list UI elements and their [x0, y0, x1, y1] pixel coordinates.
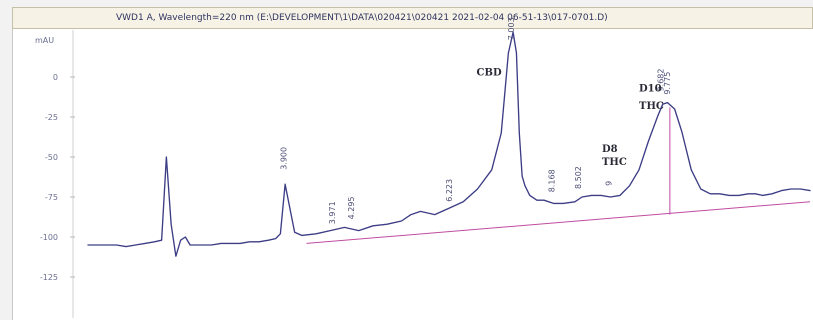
peak-retention-label: 6.223: [445, 179, 454, 202]
compound-label: D10: [639, 83, 662, 94]
peak-retention-label: 9: [604, 181, 613, 186]
compound-label: THC: [639, 101, 664, 112]
y-tick-label: -50: [45, 153, 58, 162]
peak-retention-label: 8.502: [574, 166, 583, 189]
compound-label: CBD: [477, 67, 502, 78]
y-tick-label: -125: [40, 273, 58, 282]
peak-retention-label: 4.295: [347, 196, 356, 219]
peak-retention-label: 8.168: [547, 169, 556, 192]
peak-labels: 3.900 3.971 4.295 6.223 7.003 8.168 8.502 9 9.68…: [280, 17, 672, 224]
y-tick-label: -25: [45, 113, 58, 122]
peak-retention-label: 3.971: [328, 201, 337, 224]
y-axis-unit-label: mAU: [35, 36, 54, 45]
plot-panel: [12, 29, 813, 320]
baseline-line: [306, 201, 811, 244]
signal-trace: [87, 31, 811, 257]
compound-label: D8: [602, 144, 618, 155]
window-title: VWD1 A, Wavelength=220 nm (E:\DEVELOPMEN…: [116, 13, 608, 23]
y-tick-label: -100: [40, 233, 58, 242]
peak-retention-label: 9.775: [663, 72, 672, 95]
y-tick-label: -75: [45, 193, 58, 202]
y-tick-label: 0: [53, 73, 58, 82]
compound-label: THC: [602, 157, 627, 168]
y-ticks: 0 -25 -50 -75 -100 -125: [40, 73, 75, 282]
compound-labels: CBD D8 THC D10 THC: [477, 67, 664, 168]
peak-retention-label: 3.900: [280, 147, 289, 170]
peak-retention-label: 7.003: [507, 17, 516, 40]
peak-retention-label: 9.682: [657, 68, 666, 91]
